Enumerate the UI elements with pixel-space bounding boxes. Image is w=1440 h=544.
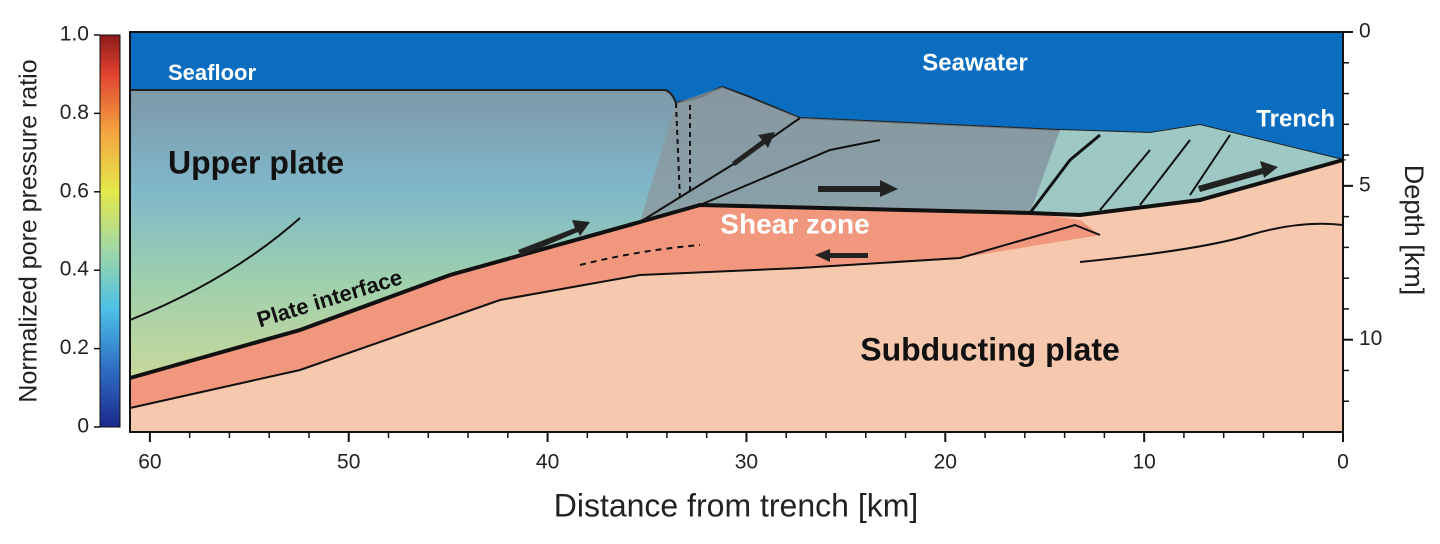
plot-frame [129, 31, 1344, 433]
annotation: Shear zone [720, 208, 869, 239]
x-tick-label: 10 [1132, 451, 1155, 474]
annotation: Seawater [922, 49, 1027, 76]
x-tick-label: 20 [934, 451, 957, 474]
colorbar-tick-label: 1.0 [60, 23, 89, 46]
annotation: Seafloor [168, 60, 256, 85]
x-tick-label: 30 [735, 451, 758, 474]
colorbar-tick-label: 0 [77, 415, 89, 438]
x-axis-label: Distance from trench [km] [554, 487, 919, 523]
x-tick-label: 40 [536, 451, 559, 474]
faults [129, 102, 1344, 409]
annotation: Upper plate [168, 144, 344, 180]
x-tick-label: 60 [138, 451, 161, 474]
x-tick-label: 0 [1337, 451, 1349, 474]
annotation: Trench [1256, 105, 1335, 132]
y-tick-label: 0 [1359, 20, 1371, 43]
annotation: Subducting plate [860, 331, 1120, 367]
colorbar-tick-label: 0.6 [60, 179, 89, 202]
colorbar-tick-label: 0.2 [60, 336, 89, 359]
colorbar [99, 34, 121, 428]
colorbar-label: Normalized pore pressure ratio [15, 59, 43, 402]
y-tick-label: 10 [1359, 327, 1382, 350]
arrows [518, 132, 1278, 262]
y-axis-label: Depth [km] [1399, 165, 1429, 296]
colorbar-tick-label: 0.8 [60, 101, 89, 124]
wedge [640, 87, 1060, 222]
frontal-wedge [1030, 125, 1343, 215]
x-tick-label: 50 [337, 451, 360, 474]
y-tick-label: 5 [1359, 173, 1371, 196]
colorbar-tick-label: 0.4 [60, 258, 90, 281]
cross-section: Seafloor Seawater Trench Upper plate She… [129, 31, 1347, 433]
